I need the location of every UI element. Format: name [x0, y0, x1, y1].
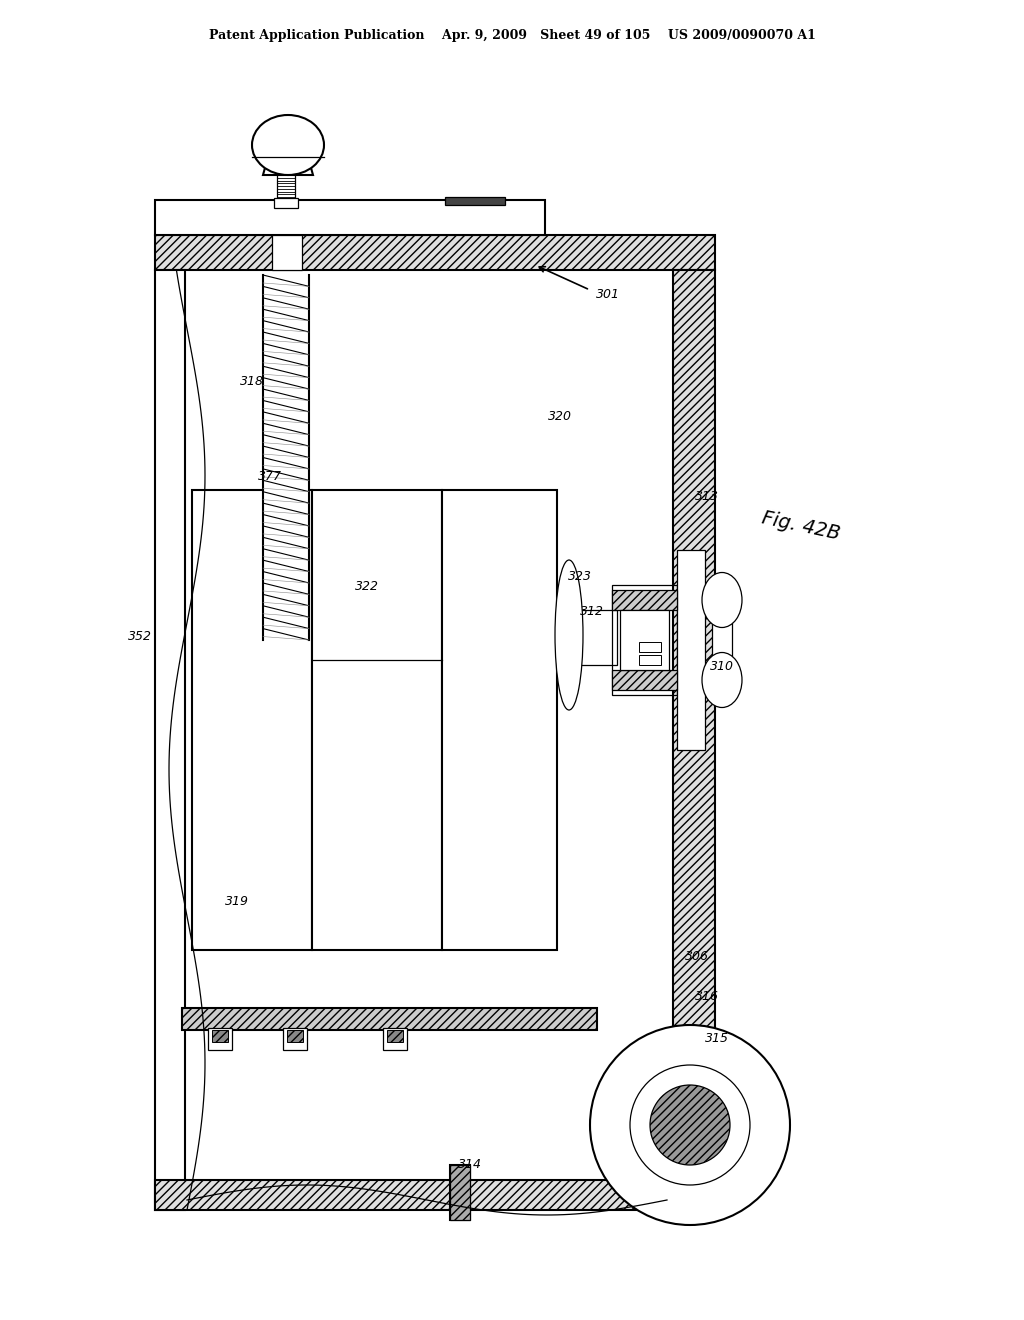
Bar	[383, 1028, 407, 1049]
Text: 314: 314	[458, 1158, 482, 1171]
Bar	[387, 1030, 403, 1041]
Text: 319: 319	[225, 895, 249, 908]
Text: 322: 322	[355, 579, 379, 593]
Bar	[263, 275, 309, 640]
Bar	[712, 601, 732, 680]
Bar	[283, 1028, 307, 1049]
Ellipse shape	[702, 652, 742, 708]
Text: 352: 352	[128, 630, 152, 643]
Bar	[673, 271, 715, 1210]
Bar	[274, 198, 298, 209]
Ellipse shape	[702, 573, 742, 627]
Ellipse shape	[252, 115, 324, 176]
Text: 377: 377	[258, 470, 282, 483]
Text: 312: 312	[580, 605, 604, 618]
Bar	[620, 610, 669, 671]
Bar	[155, 1180, 655, 1210]
Bar	[639, 655, 662, 665]
Bar	[182, 1008, 597, 1030]
Text: 316: 316	[695, 990, 719, 1003]
Text: 306: 306	[685, 950, 709, 964]
Bar	[677, 550, 705, 750]
Bar	[155, 201, 545, 235]
Text: Fig. 42B: Fig. 42B	[760, 510, 842, 544]
Bar	[312, 490, 442, 950]
Text: 320: 320	[548, 411, 572, 422]
Bar	[287, 1030, 303, 1041]
Bar	[193, 490, 312, 950]
Text: 318: 318	[240, 375, 264, 388]
Bar	[450, 1166, 470, 1220]
Bar	[612, 585, 677, 696]
Bar	[155, 235, 715, 271]
Ellipse shape	[555, 560, 583, 710]
Bar	[442, 490, 557, 950]
Bar	[612, 590, 677, 610]
Text: Patent Application Publication    Apr. 9, 2009   Sheet 49 of 105    US 2009/0090: Patent Application Publication Apr. 9, 2…	[209, 29, 815, 41]
Text: 310: 310	[710, 660, 734, 673]
Text: 315: 315	[705, 1032, 729, 1045]
Bar	[612, 671, 677, 690]
Text: 313: 313	[695, 490, 719, 503]
Bar	[557, 610, 617, 665]
Circle shape	[590, 1026, 790, 1225]
Bar	[212, 1030, 228, 1041]
Bar	[445, 197, 505, 205]
Bar	[155, 271, 185, 1210]
Bar	[639, 642, 662, 652]
Text: 301: 301	[596, 288, 620, 301]
Text: 323: 323	[568, 570, 592, 583]
Circle shape	[650, 1085, 730, 1166]
Bar	[272, 235, 302, 271]
Circle shape	[630, 1065, 750, 1185]
Bar	[208, 1028, 232, 1049]
Bar	[450, 1166, 470, 1220]
Polygon shape	[263, 157, 313, 176]
